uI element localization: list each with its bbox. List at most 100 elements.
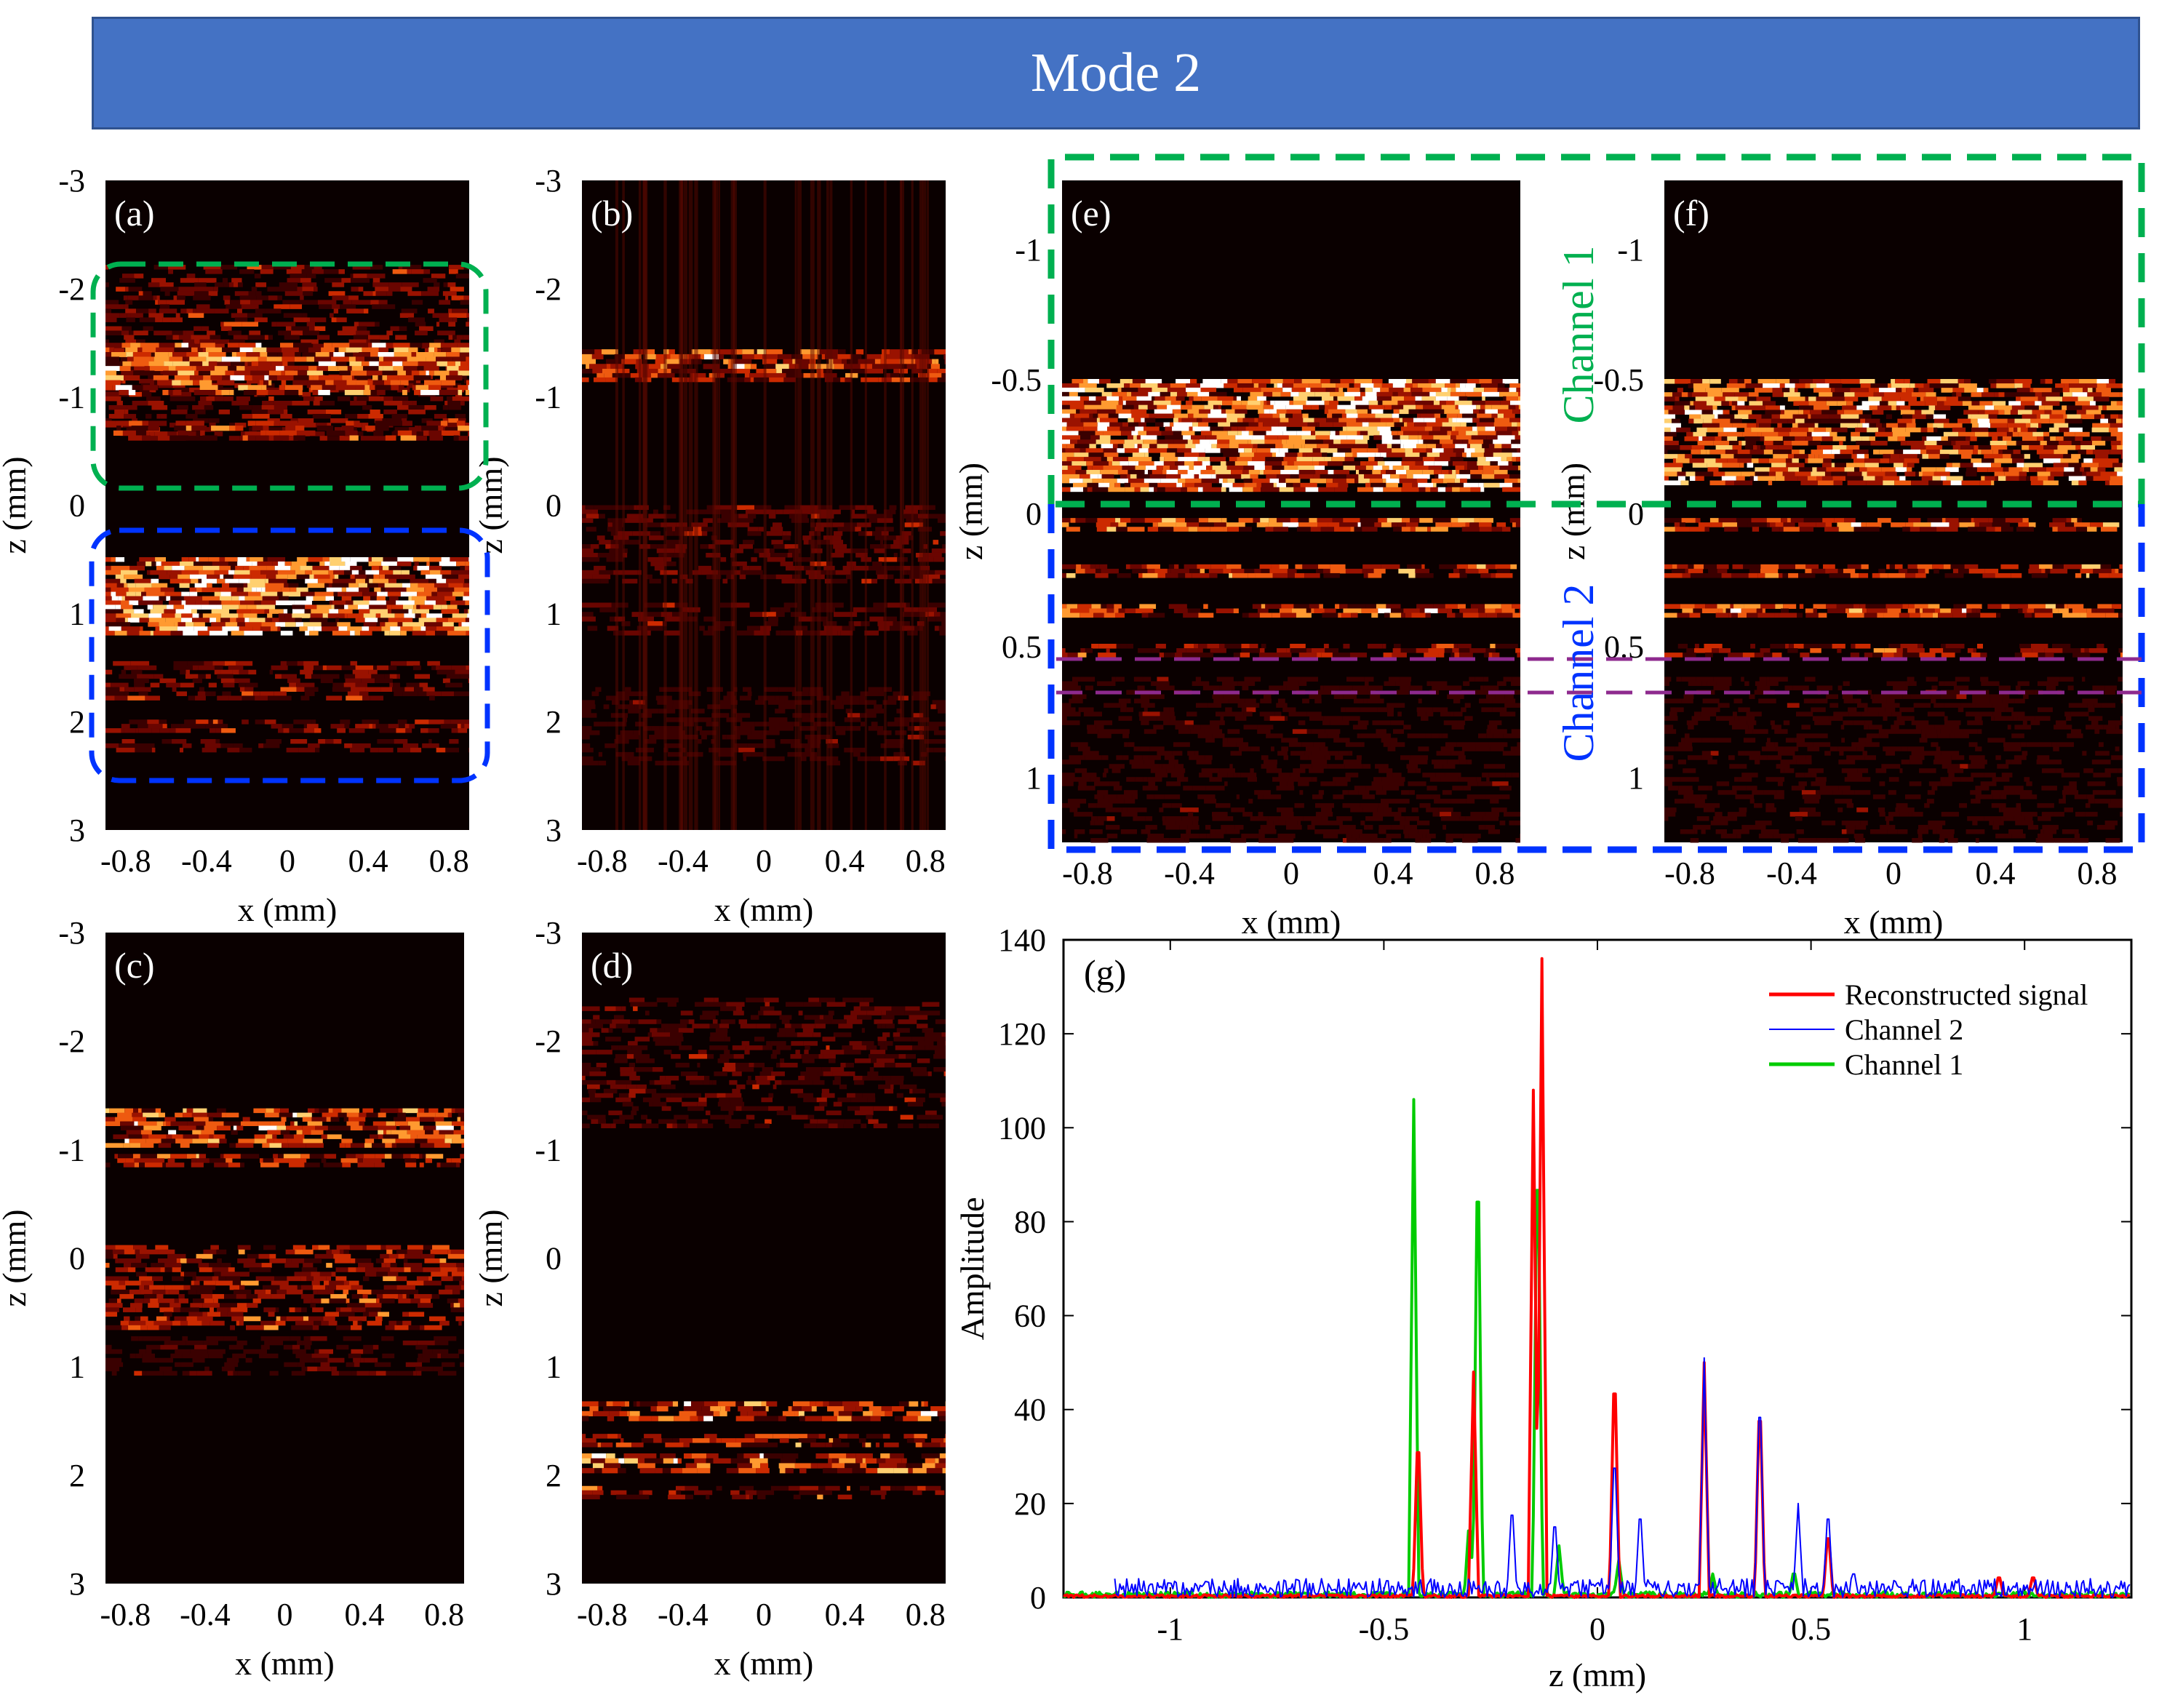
heat-speckle xyxy=(164,1267,172,1272)
heat-speckle xyxy=(402,1312,409,1317)
heat-speckle xyxy=(172,383,185,388)
heat-speckle xyxy=(639,1058,655,1063)
heat-speckle xyxy=(137,665,151,671)
heat-speckle xyxy=(780,738,794,744)
heat-speckle xyxy=(786,531,791,536)
heat-speckle xyxy=(649,735,666,740)
heat-speckle xyxy=(364,1357,375,1363)
heat-speckle xyxy=(208,1117,214,1122)
heat-speckle xyxy=(446,423,458,428)
heat-speckle xyxy=(831,1458,839,1464)
heat-speckle xyxy=(419,682,428,688)
heat-speckle xyxy=(355,578,365,584)
heat-speckle xyxy=(1327,413,1333,419)
heat-speckle xyxy=(884,1088,894,1094)
heat-speckle xyxy=(129,565,145,571)
heat-speckle xyxy=(1167,387,1186,393)
heat-speckle xyxy=(124,665,137,671)
heat-speckle xyxy=(193,561,212,567)
heat-speckle xyxy=(451,347,460,353)
heat-speckle xyxy=(885,738,904,744)
heat-speckle xyxy=(220,322,224,327)
heat-speckle xyxy=(287,1276,301,1282)
heat-speckle xyxy=(340,304,356,309)
heat-speckle xyxy=(1148,391,1160,397)
heat-speckle xyxy=(298,347,308,353)
heat-speckle xyxy=(1509,387,1517,393)
heat-speckle xyxy=(208,1353,223,1359)
heat-speckle xyxy=(165,618,182,623)
heat-speckle xyxy=(325,596,334,601)
heat-speckle xyxy=(153,674,164,679)
heat-speckle xyxy=(653,509,658,514)
heat-speckle xyxy=(329,1280,344,1286)
heat-speckle xyxy=(372,291,376,296)
heat-speckle xyxy=(908,349,912,355)
heat-speckle xyxy=(105,385,113,391)
heat-speckle xyxy=(1271,426,1287,431)
heat-speckle xyxy=(134,1162,140,1168)
heat-speckle xyxy=(616,735,627,740)
heat-speckle xyxy=(286,269,302,274)
heat-speckle xyxy=(1445,383,1456,388)
heat-speckle xyxy=(172,330,183,336)
heat-speckle xyxy=(300,1154,310,1159)
heat-speckle xyxy=(272,561,279,567)
heat-speckle xyxy=(868,1054,885,1059)
heat-speckle xyxy=(341,587,347,593)
heat-speckle xyxy=(105,326,122,332)
heat-speckle xyxy=(346,380,356,386)
heat-speckle xyxy=(872,561,882,567)
heat-speckle xyxy=(750,1015,759,1020)
heat-speckle xyxy=(308,375,314,381)
heat-speckle xyxy=(1314,418,1327,423)
heat-speckle xyxy=(627,760,640,766)
heat-speckle xyxy=(1138,387,1152,393)
heat-speckle xyxy=(314,326,326,332)
heat-speckle xyxy=(672,704,682,709)
heat-speckle xyxy=(324,1312,340,1317)
heat-speckle xyxy=(423,1125,436,1130)
heat-speckle xyxy=(371,1289,383,1295)
heat-speckle xyxy=(1442,422,1461,427)
heat-speckle xyxy=(1062,404,1070,410)
heat-speckle xyxy=(116,618,125,623)
heat-speckle xyxy=(438,383,454,388)
heat-speckle xyxy=(737,1463,752,1469)
heat-speckle xyxy=(608,1028,613,1033)
heat-speckle xyxy=(468,609,469,614)
heat-speckle xyxy=(121,274,135,279)
heat-speckle xyxy=(119,366,131,372)
heat-speckle xyxy=(1062,396,1080,402)
heat-speckle xyxy=(401,308,418,314)
heat-speckle xyxy=(877,730,886,735)
heat-speckle xyxy=(143,1336,153,1341)
heat-speckle xyxy=(262,1143,270,1148)
heat-speckle xyxy=(252,587,257,593)
heat-speckle xyxy=(450,287,464,292)
heat-speckle xyxy=(430,1249,448,1255)
heat-speckle xyxy=(436,626,455,631)
heat-speckle xyxy=(869,518,877,523)
heat-speckle xyxy=(279,695,292,701)
heat-speckle xyxy=(782,368,801,374)
heat-speckle xyxy=(594,565,606,571)
heat-speckle xyxy=(903,509,919,514)
heat-speckle xyxy=(1187,409,1200,415)
heat-speckle xyxy=(224,300,231,305)
heat-speckle xyxy=(582,349,595,355)
heat-speckle xyxy=(738,514,748,519)
heat-speckle xyxy=(220,1263,231,1268)
heat-speckle xyxy=(158,1357,173,1363)
heat-speckle xyxy=(741,1442,749,1448)
heat-speckle xyxy=(367,274,386,279)
heat-speckle xyxy=(172,380,181,386)
heat-speckle xyxy=(192,1357,205,1363)
heat-speckle xyxy=(909,535,914,540)
heat-speckle xyxy=(735,730,751,735)
heat-speckle xyxy=(701,531,708,536)
heat-speckle xyxy=(171,317,183,322)
heat-speckle xyxy=(186,274,196,279)
heat-speckle xyxy=(1292,413,1303,419)
heat-speckle xyxy=(418,691,427,696)
